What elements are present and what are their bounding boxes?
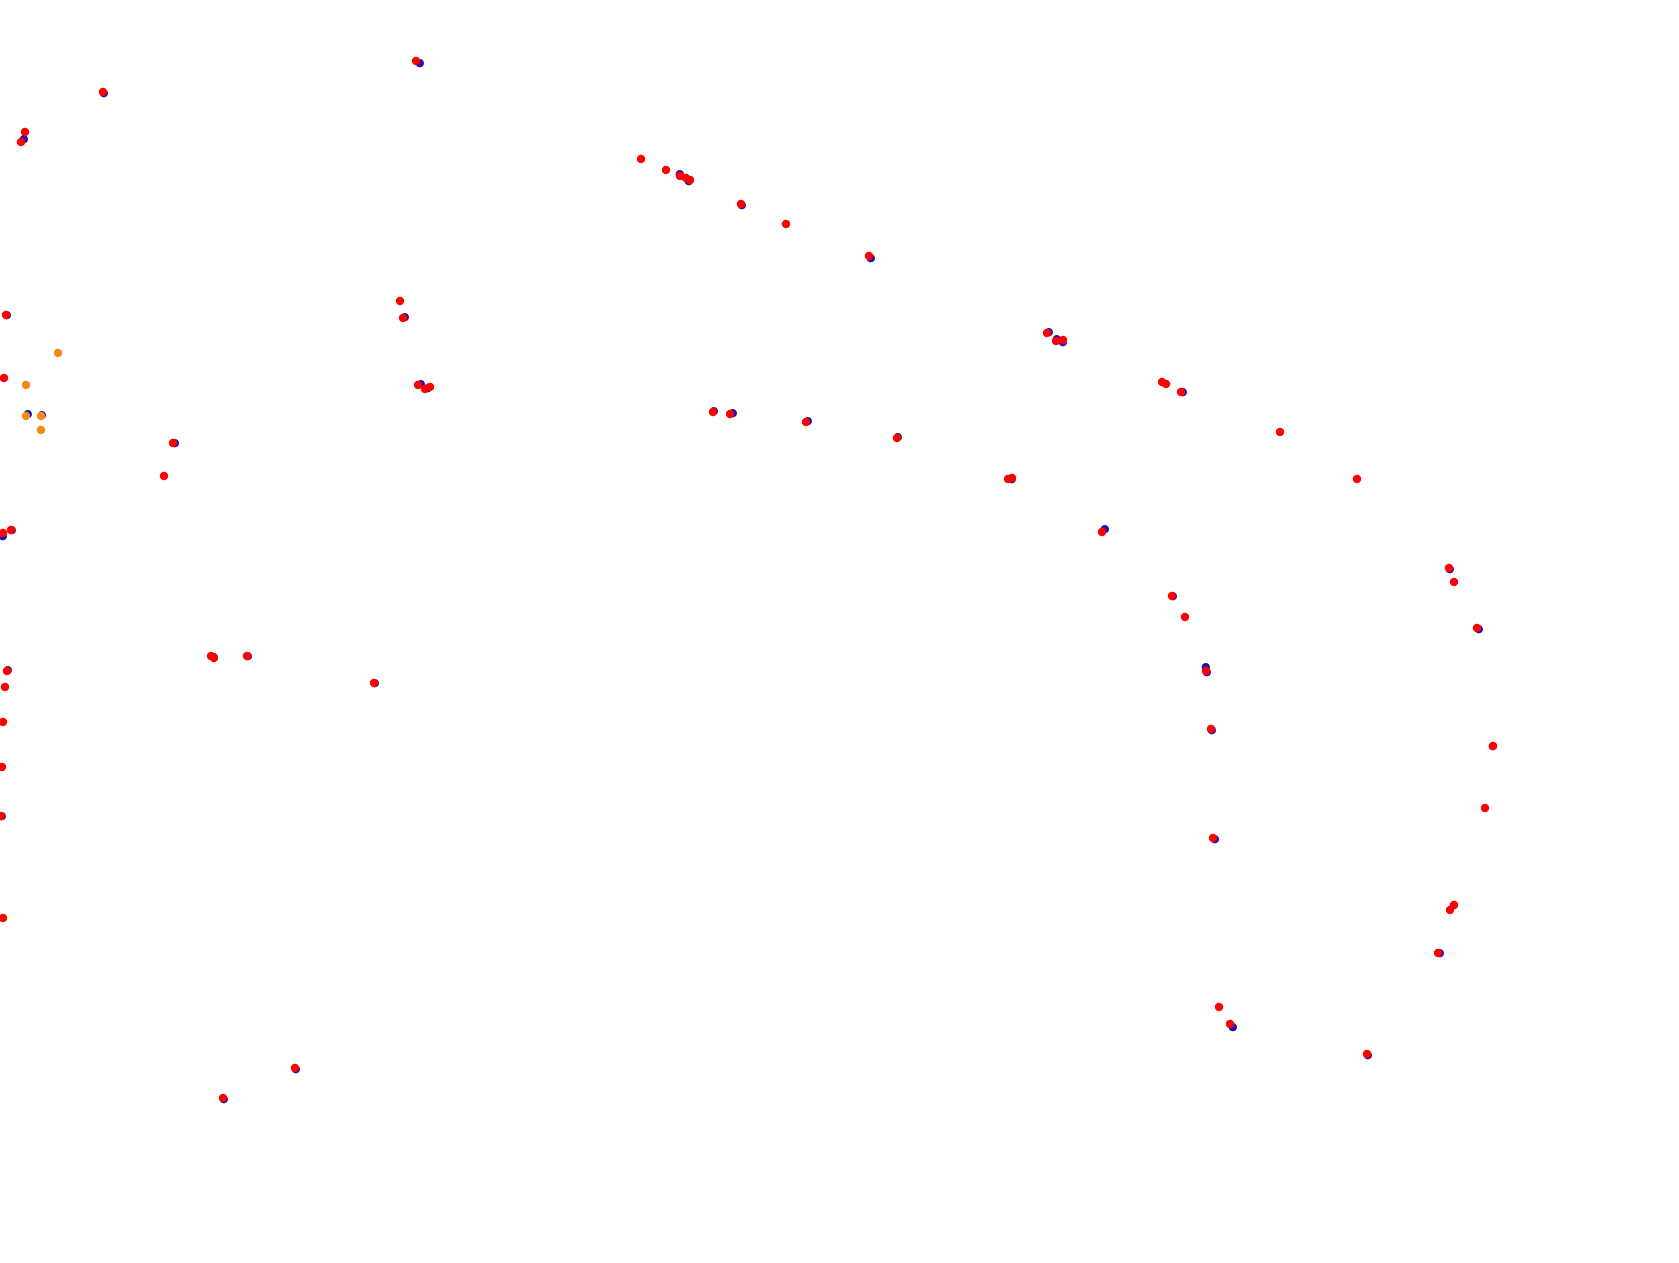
data-point: [1208, 833, 1218, 843]
data-point: [21, 411, 31, 421]
data-point: [1449, 577, 1459, 587]
series-2: [0, 56, 1498, 1103]
data-point: [1206, 724, 1216, 734]
data-point: [0, 717, 8, 727]
data-point: [1433, 948, 1443, 958]
data-point: [1362, 1049, 1372, 1059]
data-point: [1225, 1019, 1235, 1029]
data-point: [209, 653, 219, 663]
data-point: [242, 651, 252, 661]
data-point: [1042, 328, 1052, 338]
data-point: [1444, 563, 1454, 573]
data-point: [1472, 623, 1482, 633]
data-point: [0, 528, 8, 538]
data-point: [168, 438, 178, 448]
data-point: [0, 811, 6, 821]
data-point: [369, 678, 379, 688]
data-point: [1058, 335, 1068, 345]
data-point: [53, 348, 63, 358]
data-point: [661, 165, 671, 175]
data-point: [1480, 803, 1490, 813]
data-point: [21, 380, 31, 390]
data-point: [0, 682, 10, 692]
data-point: [725, 409, 735, 419]
data-point: [1214, 1002, 1224, 1012]
data-point: [1275, 427, 1285, 437]
data-point: [1051, 336, 1061, 346]
data-point: [685, 175, 695, 185]
data-point: [395, 296, 405, 306]
data-point: [1488, 741, 1498, 751]
data-point: [20, 127, 30, 137]
data-point: [413, 380, 423, 390]
data-point: [425, 382, 435, 392]
data-point: [98, 87, 108, 97]
data-point: [0, 373, 9, 383]
data-point: [1449, 900, 1459, 910]
data-point: [6, 525, 16, 535]
data-point: [290, 1063, 300, 1073]
data-point: [1201, 666, 1211, 676]
data-point: [411, 56, 421, 66]
data-point: [708, 407, 718, 417]
data-point: [1180, 612, 1190, 622]
data-point: [36, 411, 46, 421]
data-point: [1097, 527, 1107, 537]
data-point: [36, 425, 46, 435]
data-point: [1167, 591, 1177, 601]
data-point: [736, 199, 746, 209]
data-point: [781, 219, 791, 229]
data-point: [801, 417, 811, 427]
data-point: [1161, 379, 1171, 389]
data-point: [16, 137, 26, 147]
data-point: [159, 471, 169, 481]
data-point: [1176, 387, 1186, 397]
data-point: [1, 310, 11, 320]
data-point: [1352, 474, 1362, 484]
data-point: [398, 313, 408, 323]
data-point: [218, 1093, 228, 1103]
data-point: [0, 913, 8, 923]
data-point: [1007, 473, 1017, 483]
series-layer: [0, 56, 1498, 1104]
data-point: [0, 762, 7, 772]
data-point: [864, 251, 874, 261]
data-point: [2, 666, 12, 676]
data-point: [892, 433, 902, 443]
data-point: [636, 154, 646, 164]
series-1: [21, 348, 63, 435]
